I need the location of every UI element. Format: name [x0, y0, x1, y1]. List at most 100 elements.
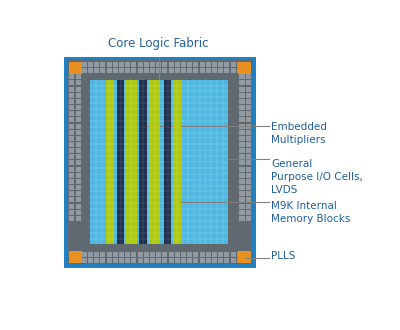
Bar — [82, 62, 87, 67]
Bar — [187, 252, 192, 257]
Bar — [69, 250, 82, 263]
Bar — [113, 62, 118, 67]
Bar — [224, 258, 230, 263]
Bar — [100, 252, 106, 257]
Bar — [175, 68, 180, 73]
Bar — [175, 258, 180, 263]
Bar — [240, 204, 244, 209]
Bar — [69, 154, 74, 159]
Bar — [246, 160, 251, 166]
Bar — [240, 210, 244, 215]
Bar — [106, 62, 112, 67]
Bar — [181, 252, 186, 257]
Bar — [76, 86, 81, 92]
Bar — [76, 130, 81, 135]
Bar — [131, 62, 136, 67]
Bar — [76, 99, 81, 104]
Bar — [240, 74, 244, 79]
Bar — [76, 185, 81, 190]
Text: Embedded
Multipliers: Embedded Multipliers — [271, 122, 327, 145]
Bar — [144, 68, 149, 73]
Bar — [69, 197, 74, 203]
Bar — [69, 111, 74, 116]
Bar — [76, 191, 81, 196]
Bar — [131, 252, 136, 257]
Bar — [230, 62, 236, 67]
Bar — [237, 252, 242, 257]
Bar — [69, 62, 82, 74]
Bar — [212, 68, 217, 73]
Bar — [119, 62, 124, 67]
Bar — [69, 81, 74, 85]
Bar — [94, 252, 99, 257]
Bar — [224, 62, 230, 67]
Bar — [246, 148, 251, 153]
Bar — [237, 62, 242, 67]
Bar — [238, 62, 251, 74]
Bar — [168, 252, 174, 257]
Bar — [193, 258, 198, 263]
Bar — [76, 197, 81, 203]
Bar — [246, 86, 251, 92]
Bar — [173, 80, 181, 245]
Bar — [187, 258, 192, 263]
Bar — [88, 68, 93, 73]
Bar — [69, 173, 74, 178]
Bar — [162, 252, 168, 257]
Bar — [240, 81, 244, 85]
Bar — [168, 68, 174, 73]
Bar — [240, 93, 244, 98]
Text: PLLS: PLLS — [271, 251, 295, 261]
Bar — [113, 258, 118, 263]
Bar — [200, 258, 205, 263]
Bar — [68, 60, 252, 264]
Bar — [69, 99, 74, 104]
Bar — [125, 62, 130, 67]
Bar — [240, 191, 244, 196]
Bar — [76, 105, 81, 110]
Bar — [200, 62, 205, 67]
Bar — [76, 160, 81, 166]
Bar — [100, 258, 106, 263]
Text: General
Purpose I/O Cells,
LVDS: General Purpose I/O Cells, LVDS — [271, 159, 363, 195]
Bar — [69, 185, 74, 190]
Bar — [240, 111, 244, 116]
Bar — [246, 111, 251, 116]
Bar — [119, 68, 124, 73]
Bar — [206, 68, 211, 73]
Bar — [76, 154, 81, 159]
Bar — [138, 258, 143, 263]
Bar — [240, 117, 244, 122]
Bar — [246, 216, 251, 221]
Bar — [76, 179, 81, 184]
Bar — [230, 252, 236, 257]
Bar — [162, 62, 168, 67]
Bar — [69, 86, 74, 92]
Bar — [246, 136, 251, 141]
Bar — [76, 173, 81, 178]
Bar — [113, 68, 118, 73]
Bar — [76, 111, 81, 116]
Bar — [246, 123, 251, 129]
Bar — [218, 252, 223, 257]
Bar — [246, 105, 251, 110]
Bar — [168, 62, 174, 67]
Bar — [218, 68, 223, 73]
Bar — [76, 81, 81, 85]
Bar — [106, 252, 112, 257]
Bar — [156, 252, 161, 257]
Bar — [150, 68, 155, 73]
Text: Core Logic Fabric: Core Logic Fabric — [108, 37, 209, 50]
Bar — [240, 136, 244, 141]
Bar — [240, 86, 244, 92]
Bar — [212, 252, 217, 257]
Bar — [125, 258, 130, 263]
Bar — [237, 258, 242, 263]
Bar — [139, 80, 147, 245]
Bar — [69, 136, 74, 141]
Bar — [162, 258, 168, 263]
Bar — [82, 252, 87, 257]
Bar — [119, 252, 124, 257]
Bar — [224, 68, 230, 73]
Bar — [119, 258, 124, 263]
